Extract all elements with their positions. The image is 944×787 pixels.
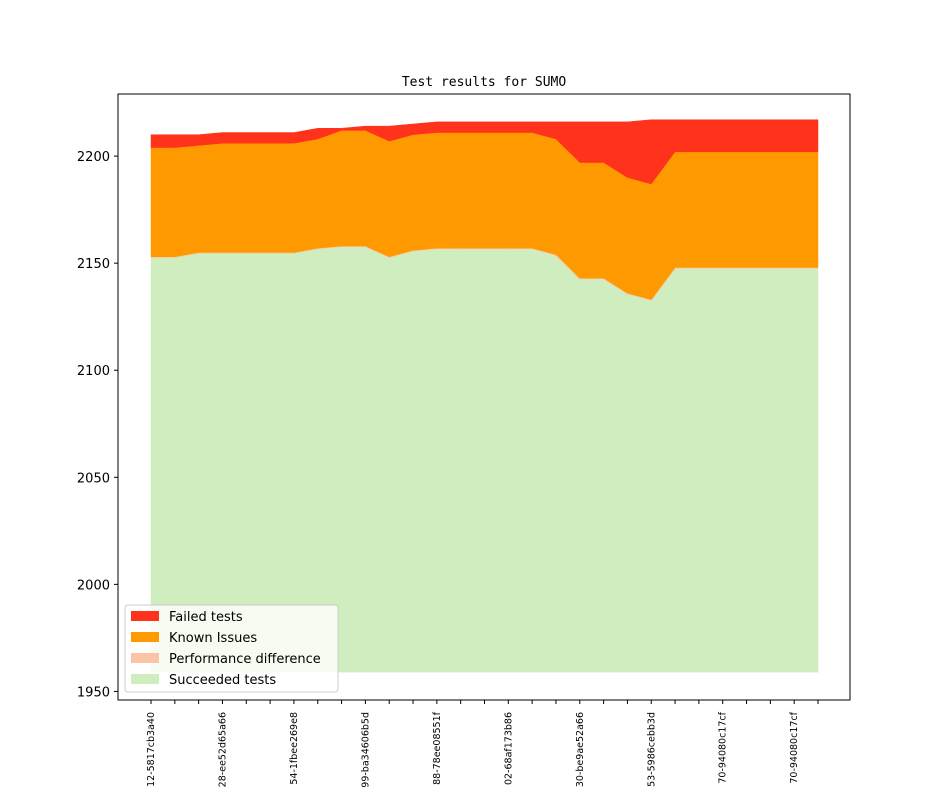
legend-swatch [131, 674, 159, 684]
legend-label: Known Issues [169, 631, 257, 646]
legend-label: Failed tests [169, 610, 243, 625]
x-tick-label: 70-94080c17cf [718, 711, 729, 783]
legend-swatch [131, 632, 159, 642]
x-tick-label: 30-be9ae52a66 [575, 712, 586, 787]
legend-label: Succeeded tests [169, 673, 276, 688]
y-tick-label: 1950 [77, 685, 110, 700]
x-tick-label: 88-78ee08551f [432, 711, 443, 785]
area-failed-tests [150, 119, 819, 185]
y-tick-label: 2200 [77, 150, 110, 165]
y-tick-label: 2150 [77, 257, 110, 272]
x-tick-label: 54-1fbee269e8 [289, 712, 300, 785]
legend: Failed tests Known Issues Performance diff… [124, 604, 339, 693]
x-tick-label: 99-ba34606b5d [360, 712, 371, 787]
x-tick-label: 12-5817cb3a40 [146, 712, 157, 787]
x-tick-label: 02-68af173b86 [503, 712, 514, 785]
legend-label: Performance difference [169, 652, 321, 667]
y-tick-label: 2050 [77, 471, 110, 486]
y-tick-label: 2000 [77, 578, 110, 593]
x-tick-label: 70-94080c17cf [789, 711, 800, 783]
x-tick-label: 28-ee52d65a66 [217, 712, 228, 787]
legend-box [124, 604, 339, 693]
legend-swatch [131, 653, 159, 663]
y-tick-label: 2100 [77, 364, 110, 379]
legend-swatch [131, 611, 159, 621]
chart-title: Test results for SUMO [402, 75, 567, 90]
x-tick-label: 53-5986cebb3d [646, 712, 657, 787]
